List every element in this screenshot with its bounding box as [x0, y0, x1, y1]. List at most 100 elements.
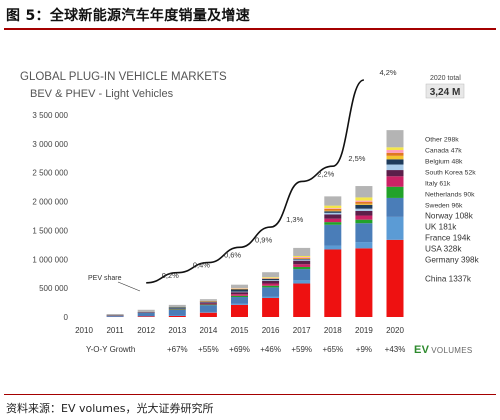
bar-segment-france	[231, 295, 248, 298]
pev-share-pointer	[117, 281, 141, 292]
yoy-value: +43%	[385, 345, 406, 354]
bar-segment-other	[199, 299, 217, 301]
bar-segment-norway	[324, 214, 342, 219]
bar-segment-italy	[386, 155, 404, 160]
bar-segment-netherlands	[293, 258, 311, 260]
bar-segment-canada	[386, 147, 404, 151]
x-tick-label: 2019	[355, 326, 373, 335]
y-tick-label: 1 000 000	[32, 255, 68, 264]
bar-segment-uk	[324, 218, 342, 223]
bar-segment-norway	[199, 302, 217, 304]
bar-segment-south-korea	[324, 208, 342, 211]
bar-segment-canada	[262, 277, 280, 278]
bar-segment-china	[293, 283, 311, 317]
yoy-value: +59%	[291, 345, 312, 354]
bar-segment-netherlands	[199, 301, 217, 303]
total-caption: 2020 total	[430, 75, 461, 82]
bar-segment-sweden	[231, 291, 248, 293]
legend-label: Netherlands 90k	[425, 192, 475, 199]
bar-segment-germany	[262, 296, 280, 298]
bar-segment-usa	[137, 313, 155, 317]
bar-segment-china	[386, 239, 404, 317]
legend-label: Other 298k	[425, 137, 459, 144]
pev-share-label: 2,5%	[348, 154, 365, 163]
bar-segment-usa	[355, 223, 373, 243]
total-box	[425, 83, 465, 99]
bar-segment-netherlands	[168, 307, 186, 309]
figure-title: 图 5：全球新能源汽车年度销量及增速	[6, 8, 251, 24]
bar-segment-france	[199, 304, 217, 306]
bar-segment-uk	[386, 176, 404, 187]
legend-label: China 1337k	[425, 274, 472, 283]
bar-segment-norway	[293, 260, 311, 265]
bar-segment-italy	[355, 203, 373, 205]
bar-segment-china	[262, 297, 280, 317]
pev-share-label: 0,4%	[193, 261, 210, 270]
bar-segment-other	[168, 304, 186, 308]
legend-label: Italy 61k	[425, 181, 451, 188]
legend-label: Canada 47k	[425, 148, 462, 155]
bar-segment-france	[355, 219, 373, 224]
bar-segment-norway	[262, 280, 280, 284]
legend-label: UK 181k	[425, 223, 457, 232]
bar-segment-germany	[199, 311, 217, 313]
y-tick-label: 0	[64, 313, 69, 322]
bar-segment-canada	[293, 255, 311, 258]
bar-segment-belgium	[386, 150, 404, 153]
bar-segment-belgium	[324, 208, 342, 209]
bar-segment-other	[262, 272, 280, 278]
legend-label: Sweden 96k	[425, 203, 463, 210]
bar-segment-china	[199, 312, 217, 317]
y-tick-label: 1 500 000	[32, 226, 68, 235]
pev-share-caption: PEV share	[88, 275, 122, 282]
bar-segment-canada	[324, 205, 342, 209]
yoy-value: +65%	[322, 345, 343, 354]
bar-segment-china	[137, 316, 155, 317]
bar-segment-france	[262, 285, 280, 288]
yoy-value: +55%	[198, 345, 219, 354]
y-tick-label: 2 000 000	[32, 198, 68, 207]
bar-segment-netherlands	[355, 204, 373, 209]
legend-label: South Korea 52k	[425, 170, 476, 177]
bar-segment-italy	[324, 210, 342, 212]
legend-label: Belgium 48k	[425, 159, 463, 166]
pev-share-line	[146, 79, 365, 284]
bar-segment-other	[231, 284, 248, 289]
bar-segment-uk	[293, 264, 311, 267]
x-tick-label: 2011	[106, 326, 124, 335]
title-rule	[4, 28, 496, 30]
bar-segment-south-korea	[355, 201, 373, 204]
bar-segment-norway	[231, 292, 248, 295]
bar-segment-uk	[355, 215, 373, 220]
x-tick-label: 2016	[262, 326, 280, 335]
chart-subtitle: BEV & PHEV - Light Vehicles	[30, 88, 174, 100]
yoy-value: +69%	[229, 345, 250, 354]
bar-segment-usa	[231, 297, 248, 304]
bar-segment-china	[231, 304, 248, 317]
x-tick-label: 2013	[168, 326, 186, 335]
pev-share-label: 4,2%	[379, 68, 396, 77]
x-tick-label: 2015	[231, 326, 249, 335]
bar-segment-uk	[199, 303, 217, 305]
pev-share-label: 1,3%	[286, 215, 303, 224]
yoy-caption: Y-O-Y Growth	[86, 345, 135, 354]
bar-segment-south-korea	[293, 257, 311, 259]
bar-segment-belgium	[293, 257, 311, 258]
bar-segment-other	[355, 186, 373, 198]
pev-share-label: 2,2%	[317, 169, 334, 178]
bar-segment-germany	[231, 303, 248, 305]
x-tick-label: 2018	[324, 326, 342, 335]
y-tick-label: 500 000	[39, 284, 68, 293]
bar-segment-uk	[231, 294, 248, 296]
bar-segment-usa	[293, 269, 311, 281]
bar-segment-canada	[355, 197, 373, 201]
bar-segment-uk	[262, 283, 280, 286]
bar-segment-china	[324, 249, 342, 317]
bar-segment-norway	[386, 170, 404, 177]
yoy-value: +46%	[260, 345, 281, 354]
bar-segment-other	[293, 247, 311, 256]
bar-segment-usa	[324, 224, 342, 246]
bar-segment-france	[293, 266, 311, 270]
x-tick-label: 2017	[293, 326, 311, 335]
